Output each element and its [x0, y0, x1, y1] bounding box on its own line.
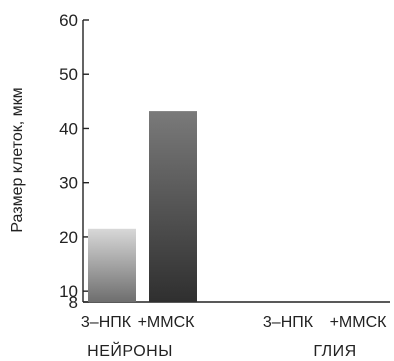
y-tick-label: 30	[59, 174, 78, 193]
category-label: 3–НПК	[263, 314, 314, 331]
y-axis-title-group: Размер клеток, мкм	[9, 87, 26, 232]
y-tick-label: 60	[59, 11, 78, 30]
y-ticks: 810 20 30 40 50 60	[59, 11, 89, 312]
category-label: +ММСК	[138, 314, 196, 331]
category-label: +ММСК	[330, 314, 388, 331]
x-labels: 3–НПК +ММСК НЕЙРОНЫ 3–НПК +ММСК ГЛИЯ	[81, 314, 387, 360]
bar-neurons-npc	[88, 228, 136, 302]
y-tick-label: 40	[59, 119, 78, 138]
y-tick-label: 50	[59, 65, 78, 84]
y-axis-title: Размер клеток, мкм	[9, 87, 26, 232]
group-label: НЕЙРОНЫ	[87, 341, 173, 360]
category-label: 3–НПК	[81, 314, 132, 331]
bars	[88, 111, 197, 302]
y-tick-label: 20	[59, 228, 78, 247]
y-tick-label: 10	[59, 282, 78, 301]
y-tick-label: 8	[69, 293, 78, 312]
bar-neurons-mmsc	[149, 111, 197, 302]
group-label: ГЛИЯ	[313, 343, 356, 360]
